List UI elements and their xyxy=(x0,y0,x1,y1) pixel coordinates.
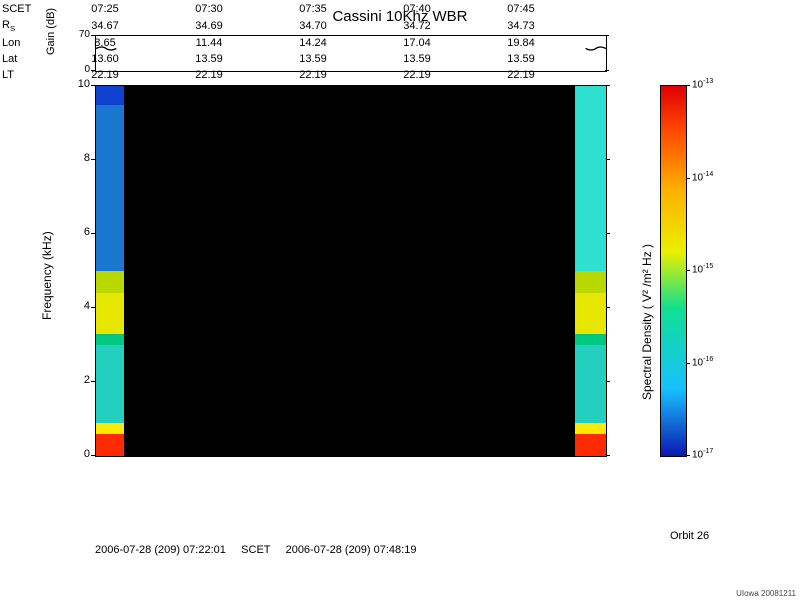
colorbar-tick-label: 10-14 xyxy=(692,171,713,183)
colorbar-tick-label: 10-16 xyxy=(692,356,713,368)
ephem-value: 34.69 xyxy=(158,18,260,34)
spectrogram-band xyxy=(575,423,606,434)
ephem-value: 34.70 xyxy=(262,18,364,34)
ephem-value: 22.19 xyxy=(470,68,572,82)
gain-tick-label: 70 xyxy=(70,29,90,40)
scet-tick-label: 07:45 xyxy=(470,2,572,16)
ephem-value: 22.19 xyxy=(158,68,260,82)
ephem-value: 13.59 xyxy=(158,52,260,66)
ephem-value: 17.04 xyxy=(366,36,468,50)
gain-tick-label: 0 xyxy=(70,64,90,75)
spectrogram-band xyxy=(96,334,124,345)
ephem-value: 14.24 xyxy=(262,36,364,50)
spectrogram-band xyxy=(575,86,606,271)
spectrogram-band xyxy=(575,271,606,293)
ephem-row-label: Lon xyxy=(2,36,52,50)
freq-tick xyxy=(606,307,610,308)
ephem-row-label: Lat xyxy=(2,52,52,66)
freq-tick xyxy=(91,159,95,160)
ephem-value: 34.73 xyxy=(470,18,572,34)
freq-tick xyxy=(606,159,610,160)
freq-tick xyxy=(91,455,95,456)
ephem-value: 11.44 xyxy=(158,36,260,50)
spectrogram-band xyxy=(96,293,124,334)
spectrogram-panel xyxy=(95,85,607,457)
gain-tick xyxy=(605,70,609,71)
spectrogram-band xyxy=(575,434,606,456)
colorbar-label: Spectral Density ( V² /m² Hz ) xyxy=(640,244,654,400)
ephem-value: 13.59 xyxy=(470,52,572,66)
spectrogram-band xyxy=(96,434,124,456)
gain-tick xyxy=(91,70,95,71)
freq-tick-label: 2 xyxy=(72,374,90,386)
gain-tick xyxy=(91,35,95,36)
colorbar-tick xyxy=(686,270,690,271)
freq-tick xyxy=(91,233,95,234)
gain-tick xyxy=(605,35,609,36)
freq-tick-label: 4 xyxy=(72,300,90,312)
spectrogram-band xyxy=(96,105,124,272)
ephem-value: 22.19 xyxy=(262,68,364,82)
ephem-value: 34.72 xyxy=(366,18,468,34)
spectrogram-band xyxy=(96,271,124,293)
freq-tick-label: 10 xyxy=(72,78,90,90)
colorbar-tick xyxy=(686,363,690,364)
freq-tick xyxy=(606,455,610,456)
orbit-label: Orbit 26 xyxy=(670,530,709,542)
scet-tick-label: 07:30 xyxy=(158,2,260,16)
freq-tick-label: 6 xyxy=(72,226,90,238)
ephem-row-label: SCET xyxy=(2,2,52,16)
footer-stamp: UIowa 20081211 xyxy=(736,589,796,598)
spectrogram-band xyxy=(575,334,606,345)
ephem-value: 22.19 xyxy=(366,68,468,82)
freq-tick-label: 0 xyxy=(72,448,90,460)
freq-tick xyxy=(91,85,95,86)
scet-tick-label: 07:40 xyxy=(366,2,468,16)
spectrogram-band xyxy=(575,293,606,334)
spectrogram-band xyxy=(96,423,124,434)
colorbar-tick-label: 10-17 xyxy=(692,448,713,460)
freq-tick xyxy=(91,307,95,308)
colorbar-tick-label: 10-15 xyxy=(692,263,713,275)
colorbar-tick-label: 10-13 xyxy=(692,78,713,90)
spectrogram-band xyxy=(96,345,124,423)
colorbar-tick xyxy=(686,455,690,456)
colorbar-tick xyxy=(686,178,690,179)
freq-tick xyxy=(606,381,610,382)
ephem-row-label: LT xyxy=(2,68,52,82)
ephem-row-label: RS xyxy=(2,18,52,34)
ephem-value: 13.59 xyxy=(262,52,364,66)
colorbar xyxy=(660,85,687,457)
scet-tick-label: 07:35 xyxy=(262,2,364,16)
ephem-value: 19.84 xyxy=(470,36,572,50)
ephem-value: 13.59 xyxy=(366,52,468,66)
freq-tick xyxy=(91,381,95,382)
freq-tick xyxy=(606,85,610,86)
freq-tick-label: 8 xyxy=(72,152,90,164)
frequency-ylabel: Frequency (kHz) xyxy=(40,231,54,320)
freq-tick xyxy=(606,233,610,234)
colorbar-tick xyxy=(686,85,690,86)
scet-tick-label: 07:25 xyxy=(54,2,156,16)
scet-range: 2006-07-28 (209) 07:22:01 SCET 2006-07-2… xyxy=(95,544,416,556)
spectrogram-band xyxy=(575,345,606,423)
